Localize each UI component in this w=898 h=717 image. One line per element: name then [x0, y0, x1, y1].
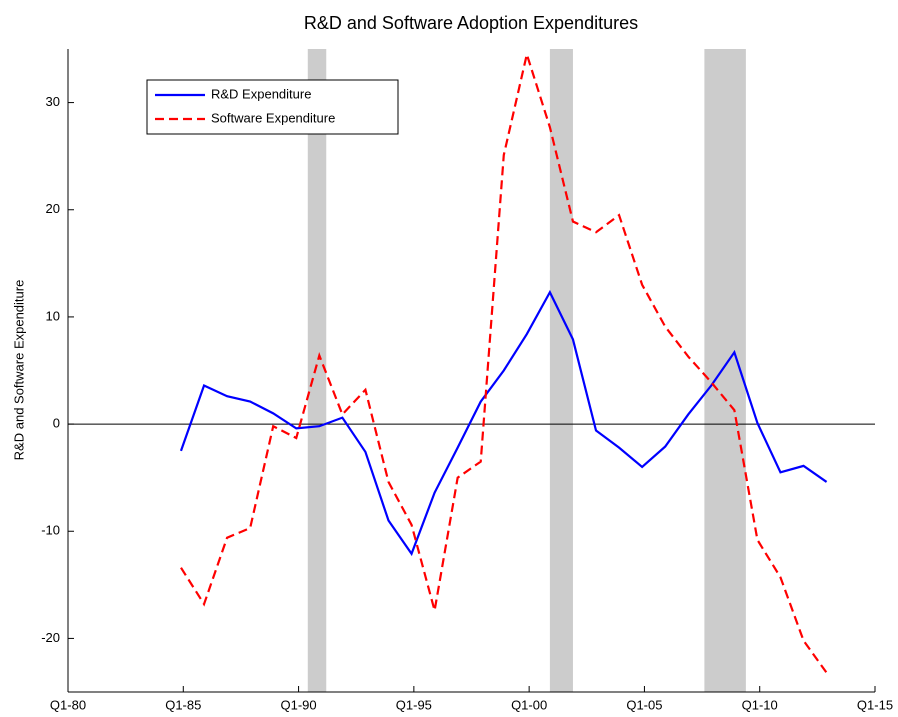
x-tick-label: Q1-85	[165, 697, 201, 712]
shaded-region	[307, 49, 327, 692]
legend-label: Software Expenditure	[211, 110, 335, 125]
y-tick-label: -20	[41, 630, 60, 645]
y-tick-label: -10	[41, 523, 60, 538]
x-tick-label: Q1-80	[50, 697, 86, 712]
y-tick-label: 0	[53, 416, 60, 431]
y-tick-label: 20	[46, 201, 60, 216]
line-series	[179, 289, 828, 557]
y-tick-label: 30	[46, 94, 60, 109]
line-series	[180, 50, 828, 674]
x-tick-label: Q1-90	[281, 697, 317, 712]
y-axis-label: R&D and Software Expenditure	[11, 280, 26, 461]
legend-box	[146, 79, 399, 135]
x-tick-label: Q1-10	[742, 697, 778, 712]
x-tick-label: Q1-05	[626, 697, 662, 712]
x-tick-label: Q1-15	[857, 697, 893, 712]
chart-title: R&D and Software Adoption Expenditures	[304, 13, 638, 33]
x-tick-label: Q1-00	[511, 697, 547, 712]
shaded-region	[704, 49, 746, 692]
x-tick-label: Q1-95	[396, 697, 432, 712]
shaded-region	[549, 49, 573, 692]
y-tick-label: 10	[46, 308, 60, 323]
legend-label: R&D Expenditure	[211, 86, 311, 101]
